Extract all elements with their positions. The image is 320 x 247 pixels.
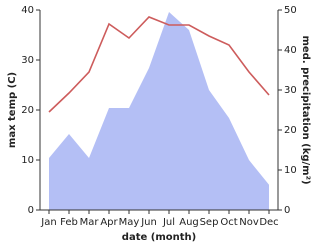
y2-tick-label: 10 — [284, 165, 297, 176]
y2-axis-label: med. precipitation (kg/m²) — [300, 35, 311, 184]
temp-line — [48, 16, 270, 113]
y2-tick-label: 30 — [284, 85, 297, 96]
y-axis-label: max temp (C) — [7, 72, 18, 148]
x-tick-label: Feb — [60, 217, 78, 228]
y2-tick-label: 50 — [284, 5, 297, 16]
x-tick-label: May — [119, 217, 140, 228]
y-tick-label: 0 — [28, 205, 34, 216]
x-tick-label: Oct — [220, 217, 237, 228]
x-tick-label: Dec — [259, 217, 278, 228]
x-tick-label: Aug — [179, 217, 199, 228]
y-tick-label: 20 — [21, 105, 34, 116]
y2-tick-label: 0 — [284, 205, 290, 216]
x-tick-label: Jul — [162, 217, 175, 228]
y-tick-label: 10 — [21, 155, 34, 166]
x-tick-label: Jan — [40, 217, 56, 228]
x-tick-label: Apr — [100, 217, 118, 228]
x-tick-label: Nov — [239, 217, 259, 228]
y2-tick-label: 40 — [284, 45, 297, 56]
x-axis-label: date (month) — [122, 232, 196, 243]
precipitation-area — [49, 12, 269, 210]
y-tick-label: 40 — [21, 5, 34, 16]
x-tick-label: Sep — [200, 217, 219, 228]
y2-tick-label: 20 — [284, 125, 297, 136]
x-tick-label: Jun — [140, 217, 157, 228]
y-tick-label: 30 — [21, 55, 34, 66]
x-tick-label: Mar — [80, 217, 100, 228]
